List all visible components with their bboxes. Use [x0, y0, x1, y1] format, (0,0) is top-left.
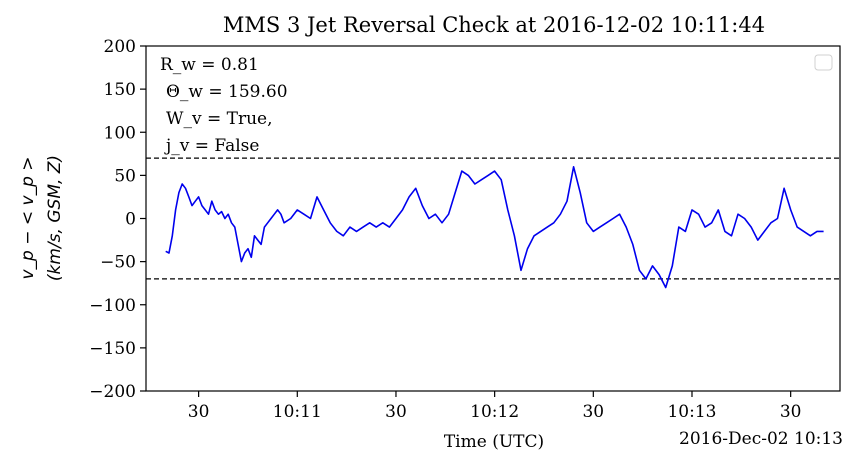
x-tick-label: 30 [188, 402, 210, 422]
x-tick-label: 30 [780, 402, 802, 422]
stats-annotation: R_w = 0.81 Θ_w = 159.60 W_v = True, j_v … [160, 55, 288, 156]
x-axis-label: Time (UTC) [444, 432, 544, 452]
y-tick-label: 0 [125, 210, 136, 230]
x-axis-offset-label: 2016-Dec-02 10:13 [679, 429, 843, 449]
y-tick-label: 150 [104, 80, 136, 100]
x-tick-label: 10:13 [667, 402, 716, 422]
y-tick-label: −200 [89, 382, 136, 402]
x-tick-label: 10:11 [273, 402, 322, 422]
y-tick-label: −150 [89, 339, 136, 359]
legend-box [814, 54, 833, 71]
y-tick-label: 50 [114, 166, 136, 186]
wv-annotation: W_v = True, [166, 109, 273, 129]
y-tick-label: −100 [89, 296, 136, 316]
y-tick-label: 200 [104, 37, 136, 57]
y-tick-label: 100 [104, 123, 136, 143]
jv-annotation: j_v = False [164, 136, 259, 156]
rw-annotation: R_w = 0.81 [160, 55, 259, 75]
x-tick-label: 30 [385, 402, 407, 422]
x-axis: 30 10:11 30 10:12 30 10:13 30 [188, 391, 802, 422]
x-tick-label: 10:12 [470, 402, 519, 422]
theta-annotation: Θ_w = 159.60 [166, 82, 288, 102]
y-axis-label-line1: v_p − < v_p > [18, 156, 38, 279]
data-series [165, 166, 824, 289]
y-axis-label: v_p − < v_p > (km/s, GSM, Z) [18, 155, 65, 281]
y-axis: −200 −150 −100 −50 0 50 100 150 200 [89, 37, 146, 402]
chart-title: MMS 3 Jet Reversal Check at 2016-12-02 1… [223, 13, 765, 37]
data-line [165, 166, 824, 289]
y-tick-label: −50 [100, 253, 136, 273]
x-tick-label: 30 [582, 402, 604, 422]
y-axis-label-line2: (km/s, GSM, Z) [45, 155, 65, 281]
threshold-lines [146, 157, 840, 280]
